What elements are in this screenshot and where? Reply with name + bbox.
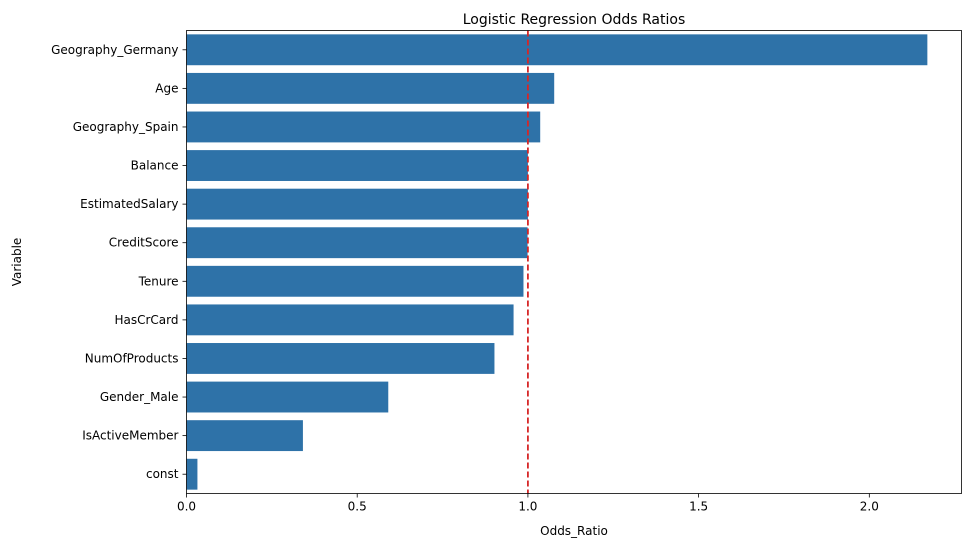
y-tick-label: Gender_Male <box>100 390 179 404</box>
y-tick-label: Age <box>155 81 178 95</box>
y-axis-ticks: Geography_Germany Age Geography_Spain Balan… <box>51 43 187 481</box>
y-tick-label: IsActiveMember <box>82 429 178 443</box>
bar-isactivemember <box>186 420 303 452</box>
bar-hascrcard <box>186 304 514 336</box>
x-tick-label: 1.5 <box>689 500 708 514</box>
x-tick-label: 1.0 <box>518 500 537 514</box>
y-tick-label: EstimatedSalary <box>80 197 178 211</box>
bar-geography-germany <box>186 34 928 66</box>
y-tick-label: CreditScore <box>109 236 179 250</box>
y-axis-label: Variable <box>10 238 24 287</box>
bar-balance <box>186 150 528 181</box>
y-tick-label: NumOfProducts <box>85 351 179 365</box>
bar-creditscore <box>186 227 528 259</box>
y-tick-label: Geography_Spain <box>73 120 179 134</box>
x-tick-label: 0.5 <box>348 500 367 514</box>
bar-const <box>186 458 198 490</box>
y-tick-label: Geography_Germany <box>51 43 178 57</box>
bar-gender-male <box>186 381 389 413</box>
y-tick-label: Tenure <box>138 274 179 288</box>
x-tick-label: 0.0 <box>177 500 196 514</box>
y-tick-label: const <box>146 467 179 481</box>
bar-geography-spain <box>186 111 541 143</box>
bar-tenure <box>186 265 524 297</box>
plot-frame <box>186 30 962 494</box>
bars-group <box>186 34 928 490</box>
bar-estimatedsalary <box>186 188 528 220</box>
y-tick-label: HasCrCard <box>114 313 178 327</box>
x-axis-ticks: 0.0 0.5 1.0 1.5 2.0 <box>177 493 879 514</box>
x-tick-label: 2.0 <box>860 500 879 514</box>
bar-numofproducts <box>186 343 495 374</box>
x-axis-label: Odds_Ratio <box>540 524 608 538</box>
chart-title: Logistic Regression Odds Ratios <box>463 12 686 28</box>
bar-age <box>186 72 555 104</box>
y-tick-label: Balance <box>131 159 179 173</box>
